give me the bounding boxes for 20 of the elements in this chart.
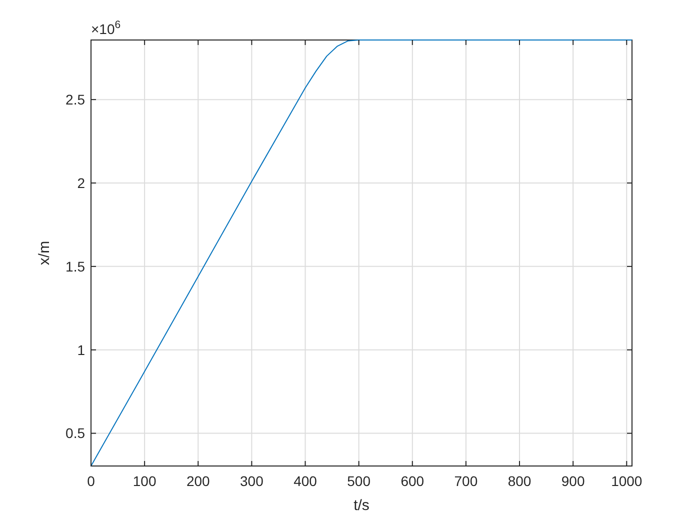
x-tick-label: 800 [508, 473, 532, 489]
y-tick-label: 1.5 [66, 258, 86, 274]
x-tick-label: 200 [186, 473, 210, 489]
x-tick-label: 0 [87, 473, 96, 489]
y-tick-label: 2 [77, 174, 86, 191]
x-tick-label: 100 [132, 473, 156, 489]
x-tick-label: 700 [454, 473, 478, 489]
y-axis-title: x/m [36, 240, 53, 266]
x-tick-label: 500 [347, 473, 371, 489]
x-tick-label: 900 [561, 473, 585, 489]
line-series [90, 40, 632, 466]
x-tick-label: 1000 [611, 473, 642, 489]
y-tick-label: 1 [77, 342, 86, 358]
y-tick-label: 0.5 [66, 425, 86, 442]
y-tick-label: 2.5 [66, 91, 86, 108]
x-axis-title: t/s [354, 497, 370, 514]
text: ×10$^{6}$ [91, 19, 121, 37]
x-tick-label: 400 [294, 473, 318, 489]
x-tick-label: 600 [400, 473, 424, 489]
x-tick-label: 300 [240, 473, 264, 489]
